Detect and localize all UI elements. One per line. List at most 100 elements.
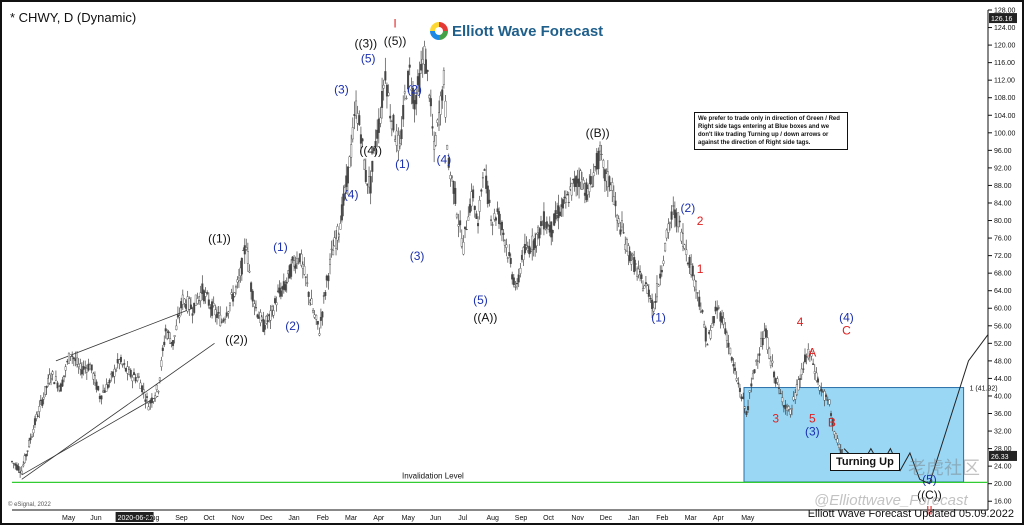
candle-body (77, 364, 80, 367)
candle-body (201, 283, 204, 294)
candle-body (567, 202, 570, 204)
candle-body (621, 220, 624, 228)
candle-body (155, 384, 158, 390)
candle-body (285, 281, 288, 284)
y-tick-label: 36.00 (994, 411, 1012, 418)
candle-body (209, 306, 212, 310)
candle-body (392, 114, 395, 131)
candle-body (372, 147, 375, 152)
candle-body (98, 395, 101, 399)
candle-body (337, 234, 340, 238)
candle-body (616, 215, 619, 221)
candle-body (36, 415, 39, 417)
candle-body (32, 429, 35, 434)
candle-body (429, 98, 432, 107)
wave-label: ((5)) (384, 34, 407, 48)
candle-body (161, 347, 164, 351)
candle-body (454, 187, 457, 204)
candle-body (776, 378, 779, 383)
candle-body (773, 371, 776, 378)
candle-body (706, 344, 709, 346)
y-tick-label: 52.00 (994, 341, 1012, 348)
candle-body (266, 320, 269, 322)
candle-body (522, 247, 525, 260)
candle-body (28, 440, 31, 447)
candle-body (199, 292, 202, 302)
candle-body (434, 135, 437, 146)
candle-body (214, 309, 217, 316)
candle-body (449, 175, 452, 180)
y-tick-label: 64.00 (994, 288, 1012, 295)
candle-body (764, 328, 767, 338)
candle-body (647, 289, 650, 297)
y-tick-label: 60.00 (994, 306, 1012, 313)
candle-body (14, 463, 17, 466)
candle-body (105, 384, 108, 392)
candle-body (517, 274, 520, 283)
candle-body (265, 316, 268, 324)
candle-body (394, 139, 397, 142)
x-tick-label: Dec (260, 515, 273, 522)
candle-body (31, 436, 34, 438)
candle-body (343, 187, 346, 194)
candle-body (319, 316, 322, 321)
candle-body (339, 223, 342, 230)
candle-body (790, 408, 793, 411)
candle-body (563, 196, 566, 198)
candle-body (712, 316, 715, 324)
candle-body (729, 347, 732, 354)
candle-body (834, 433, 837, 440)
candle-body (664, 243, 667, 252)
y-tick-label: 80.00 (994, 218, 1012, 225)
candle-body (387, 92, 390, 96)
candle-body (22, 464, 25, 467)
candle-body (185, 303, 188, 309)
candle-body (72, 357, 75, 360)
y-tick-label: 84.00 (994, 200, 1012, 207)
candle-body (256, 314, 259, 318)
candle-body (828, 399, 831, 405)
candle-body (219, 314, 222, 326)
candle-body (123, 363, 126, 365)
candle-body (465, 229, 468, 231)
candle-body (215, 313, 218, 318)
candle-body (274, 298, 277, 304)
candle-body (592, 172, 595, 177)
invalidation-label: Invalidation Level (402, 471, 464, 480)
candle-body (113, 368, 116, 377)
x-tick-label: Feb (317, 515, 329, 522)
candle-body (44, 386, 47, 395)
candle-body (398, 143, 401, 147)
candle-body (405, 97, 408, 100)
x-tick-label: May (62, 515, 76, 522)
y-tick-label: 40.00 (994, 393, 1012, 400)
candle-body (588, 183, 591, 192)
candle-body (486, 185, 489, 205)
candle-body (580, 179, 583, 190)
candle-body (677, 212, 680, 228)
candle-body (63, 375, 66, 377)
candle-body (160, 360, 163, 367)
wave-label: 3 (772, 411, 779, 425)
candle-body (784, 404, 787, 410)
candle-body (628, 251, 631, 261)
y-tick-label: 112.00 (994, 78, 1015, 85)
candle-body (488, 199, 491, 204)
wave-label: (3) (334, 82, 349, 96)
candle-body (295, 258, 298, 264)
candle-body (617, 218, 620, 224)
logo-icon (430, 22, 448, 40)
candle-body (672, 205, 675, 207)
x-tick-label: Jan (288, 515, 299, 522)
candle-body (500, 221, 503, 231)
candle-body (369, 176, 372, 194)
candle-body (680, 231, 683, 242)
candle-body (725, 332, 728, 341)
wave-label: ((3)) (354, 36, 377, 50)
candle-body (792, 396, 795, 401)
candle-body (505, 244, 508, 248)
candle-body (139, 382, 142, 389)
candle-body (779, 393, 782, 395)
candle-body (106, 384, 109, 388)
